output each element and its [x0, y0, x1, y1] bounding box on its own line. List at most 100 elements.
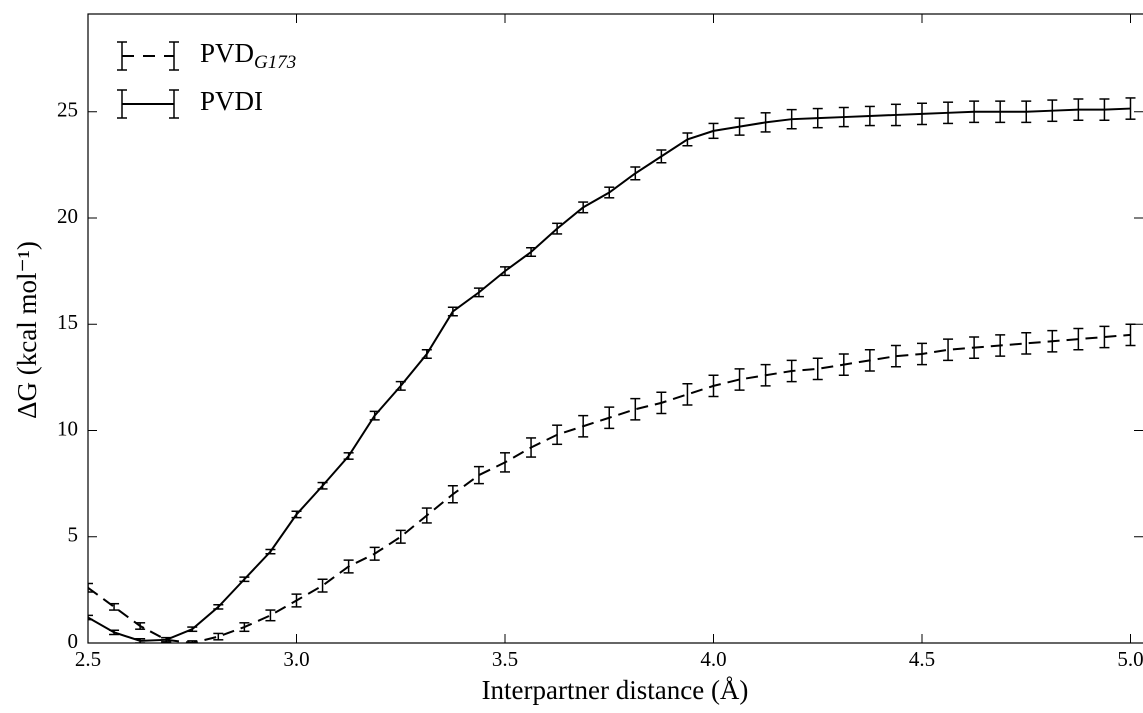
- error-bar: [760, 363, 771, 387]
- y-tick-label: 15: [57, 310, 78, 334]
- error-bar: [890, 103, 901, 127]
- error-bar: [88, 582, 93, 593]
- legend-label: PVDI: [200, 86, 263, 116]
- y-tick-label: 10: [57, 416, 78, 440]
- x-tick-label: 5.0: [1117, 647, 1143, 671]
- error-bar: [969, 100, 980, 124]
- error-bar: [239, 622, 250, 633]
- legend-name: PVDI: [200, 86, 263, 116]
- error-bar: [526, 437, 537, 458]
- x-tick-label: 3.0: [283, 647, 309, 671]
- error-bar: [291, 593, 302, 608]
- error-bar: [916, 342, 927, 366]
- error-bar: [1047, 99, 1058, 123]
- error-bar: [838, 106, 849, 128]
- x-tick-label: 3.5: [492, 647, 518, 671]
- error-bar: [682, 132, 693, 147]
- error-bar: [1047, 329, 1058, 353]
- error-bar: [708, 374, 719, 398]
- error-bar: [734, 368, 745, 391]
- error-bar: [604, 186, 615, 199]
- x-axis-label: Interpartner distance (Å): [482, 675, 749, 705]
- error-bar: [682, 383, 693, 406]
- error-bar: [447, 306, 458, 317]
- error-bar: [552, 424, 563, 446]
- error-bar: [864, 349, 875, 372]
- x-tick-label: 2.5: [75, 647, 101, 671]
- error-bar: [447, 485, 458, 504]
- error-bar: [578, 201, 589, 214]
- error-bar: [1073, 327, 1084, 351]
- error-bar: [395, 380, 406, 391]
- error-bar: [109, 602, 120, 611]
- error-bar: [604, 406, 615, 430]
- error-bar: [1099, 98, 1110, 121]
- error-bar: [369, 546, 380, 561]
- error-bar: [943, 338, 954, 362]
- error-bar: [265, 548, 276, 555]
- error-bar: [708, 122, 719, 140]
- error-bar: [291, 510, 302, 519]
- error-bar: [369, 410, 380, 421]
- error-bar: [578, 414, 589, 438]
- y-tick-label: 20: [57, 204, 78, 228]
- error-bar: [161, 636, 172, 643]
- error-bar: [812, 357, 823, 381]
- plot-area: [88, 97, 1136, 643]
- error-bar: [656, 391, 667, 415]
- error-bar: [1021, 100, 1032, 124]
- error-bar: [213, 604, 224, 610]
- error-bar: [786, 359, 797, 383]
- error-bar: [395, 529, 406, 544]
- error-bar: [239, 576, 250, 583]
- error-bar: [265, 609, 276, 622]
- plot-frame: [87, 13, 1143, 644]
- error-bar: [995, 100, 1006, 124]
- error-bar: [916, 102, 927, 126]
- y-tick-label: 5: [68, 523, 79, 547]
- error-bar: [213, 632, 224, 641]
- error-bar: [1021, 332, 1032, 355]
- error-bar: [864, 105, 875, 127]
- error-bar: [656, 149, 667, 164]
- error-bar: [1125, 323, 1136, 347]
- legend-subscript: G173: [254, 52, 296, 73]
- error-bar: [499, 452, 510, 473]
- error-bar: [473, 465, 484, 485]
- error-bar: [630, 397, 641, 421]
- error-bar: [187, 626, 198, 633]
- error-bar: [1073, 98, 1084, 121]
- error-bar: [135, 638, 146, 643]
- error-bar: [473, 287, 484, 298]
- legend-name: PVD: [200, 38, 254, 68]
- error-bar: [734, 117, 745, 136]
- x-tick-label: 4.5: [909, 647, 935, 671]
- error-bar: [890, 344, 901, 368]
- error-bar: [109, 629, 120, 636]
- error-bar: [88, 614, 93, 621]
- y-tick-label: 25: [57, 98, 78, 122]
- error-bar: [552, 222, 563, 235]
- error-bar: [812, 107, 823, 129]
- y-tick-label: 0: [68, 629, 79, 653]
- error-bar: [343, 559, 354, 574]
- error-bar: [786, 108, 797, 130]
- series-line: [88, 333, 1131, 643]
- error-bar: [943, 101, 954, 125]
- error-bar: [838, 353, 849, 376]
- error-bar: [1099, 325, 1110, 349]
- error-bar: [317, 481, 328, 490]
- error-bar: [499, 266, 510, 277]
- error-bar: [421, 349, 432, 359]
- legend-entry: PVDI: [117, 86, 263, 119]
- error-bar: [995, 334, 1006, 357]
- x-tick-label: 4.0: [700, 647, 726, 671]
- legend-label: PVDG173: [200, 38, 296, 73]
- error-bar: [135, 622, 146, 630]
- error-bar: [343, 452, 354, 460]
- legend-entry: PVDG173: [117, 38, 296, 73]
- error-bar: [526, 247, 537, 257]
- error-bar: [187, 640, 198, 643]
- error-bar: [317, 578, 328, 593]
